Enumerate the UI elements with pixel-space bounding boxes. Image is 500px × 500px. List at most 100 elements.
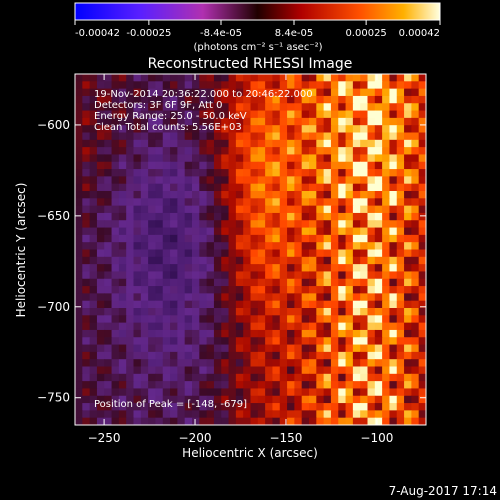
heatmap-cell — [345, 220, 354, 229]
heatmap-cell — [89, 337, 98, 346]
heatmap-cell — [177, 234, 186, 243]
heatmap-cell — [199, 373, 208, 382]
heatmap-cell — [75, 337, 83, 346]
heatmap-cell — [279, 366, 288, 375]
heatmap-cell — [155, 308, 164, 316]
heatmap-cell — [301, 366, 310, 375]
heatmap-cell — [162, 117, 171, 126]
heatmap-cell — [184, 264, 193, 273]
heatmap-cell — [418, 410, 426, 419]
heatmap-cell — [323, 191, 332, 199]
heatmap-cell — [352, 337, 361, 346]
heatmap-cell — [382, 74, 391, 82]
heatmap-cell — [228, 315, 237, 324]
heatmap-cell — [323, 176, 332, 185]
heatmap-cell — [382, 308, 391, 316]
heatmap-cell — [294, 300, 303, 309]
heatmap-cell — [389, 234, 398, 243]
heatmap-cell — [177, 278, 186, 287]
heatmap-cell — [177, 286, 186, 294]
heatmap-cell — [309, 212, 317, 221]
heatmap-cell — [155, 88, 164, 97]
heatmap-cell — [411, 264, 420, 273]
heatmap-cell — [89, 242, 98, 251]
heatmap-cell — [323, 337, 332, 346]
heatmap-cell — [148, 147, 157, 156]
heatmap-cell — [411, 95, 420, 104]
heatmap-cell — [184, 344, 193, 353]
heatmap-cell — [89, 388, 98, 397]
heatmap-cell — [82, 278, 91, 287]
heatmap-cell — [396, 242, 405, 251]
heatmap-cell — [345, 117, 354, 126]
heatmap-cell — [111, 256, 120, 265]
heatmap-cell — [301, 271, 310, 280]
heatmap-cell — [265, 242, 274, 251]
heatmap-cell — [228, 322, 237, 331]
heatmap-cell — [360, 191, 369, 199]
heatmap-cell — [82, 417, 91, 425]
heatmap-cell — [148, 161, 157, 170]
heatmap-cell — [374, 410, 383, 419]
heatmap-cell — [118, 410, 127, 419]
heatmap-cell — [367, 315, 376, 324]
heatmap-cell — [418, 264, 426, 273]
heatmap-cell — [235, 359, 244, 368]
heatmap-cell — [345, 227, 354, 236]
heatmap-cell — [140, 88, 149, 97]
heatmap-cell — [330, 212, 339, 221]
heatmap-cell — [111, 117, 120, 126]
heatmap-cell — [96, 161, 105, 170]
heatmap-cell — [192, 410, 200, 419]
heatmap-cell — [126, 198, 135, 207]
heatmap-cell — [235, 388, 244, 397]
heatmap-cell — [418, 234, 426, 243]
heatmap-cell — [265, 403, 274, 411]
heatmap-cell — [206, 117, 215, 126]
heatmap-cell — [177, 74, 186, 82]
heatmap-cell — [301, 132, 310, 141]
heatmap-cell — [96, 212, 105, 221]
heatmap-cell — [155, 117, 164, 126]
heatmap-cell — [330, 234, 339, 243]
heatmap-cell — [301, 198, 310, 207]
heatmap-cell — [279, 359, 288, 368]
heatmap-cell — [133, 337, 142, 346]
heatmap-cell — [213, 220, 222, 229]
heatmap-cell — [213, 381, 222, 390]
heatmap-cell — [257, 293, 266, 302]
heatmap-cell — [411, 242, 420, 251]
heatmap-cell — [294, 169, 303, 177]
heatmap-cell — [96, 88, 105, 97]
heatmap-cell — [111, 410, 120, 419]
heatmap-cell — [389, 191, 398, 199]
heatmap-cell — [133, 176, 142, 185]
heatmap-cell — [367, 322, 376, 331]
heatmap-cell — [316, 103, 325, 112]
heatmap-cell — [360, 161, 369, 170]
heatmap-cell — [199, 278, 208, 287]
heatmap-cell — [330, 242, 339, 251]
heatmap-cell — [82, 293, 91, 302]
heatmap-cell — [162, 227, 171, 236]
heatmap-cell — [265, 110, 274, 119]
heatmap-cell — [389, 388, 398, 397]
heatmap-cell — [257, 198, 266, 207]
heatmap-cell — [418, 154, 426, 163]
heatmap-cell — [155, 220, 164, 229]
heatmap-cell — [301, 154, 310, 163]
heatmap-cell — [140, 132, 149, 141]
heatmap-cell — [235, 234, 244, 243]
heatmap-cell — [389, 417, 398, 425]
heatmap-cell — [396, 300, 405, 309]
heatmap-cell — [199, 161, 208, 170]
heatmap-cell — [404, 359, 412, 368]
heatmap-cell — [323, 359, 332, 368]
heatmap-cell — [206, 417, 215, 425]
heatmap-cell — [360, 198, 369, 207]
heatmap-cell — [155, 125, 164, 134]
heatmap-cell — [184, 322, 193, 331]
heatmap-cell — [126, 147, 135, 156]
heatmap-cell — [279, 337, 288, 346]
heatmap-cell — [396, 373, 405, 382]
